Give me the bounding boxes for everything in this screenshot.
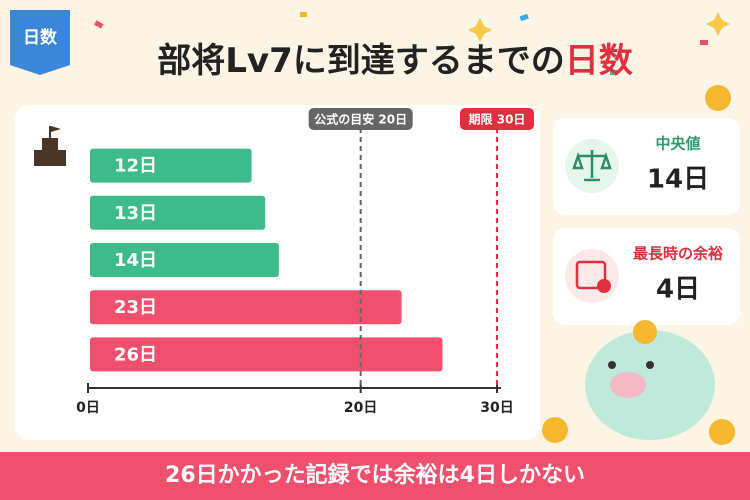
card-value: 4日 — [656, 275, 700, 305]
card-value: 14日 — [647, 165, 709, 195]
title-highlight: 日数 — [565, 41, 633, 81]
bar-value-label: 14日 — [114, 250, 157, 271]
badge-shape — [10, 10, 70, 75]
reference-label-box — [460, 108, 534, 130]
x-tick-label: 20日 — [344, 400, 377, 416]
bar — [90, 148, 252, 183]
x-tick-label: 0日 — [76, 400, 100, 416]
card-label: 中央値 — [655, 135, 700, 153]
reference-label-box — [308, 108, 413, 130]
chart-title: 部将Lv7に到達するまでの日数 — [157, 41, 633, 81]
calendar-icon-bg — [565, 249, 619, 303]
reference-label: 公式の目安 20日 — [314, 112, 407, 127]
card-label: 最長時の余裕 — [633, 245, 723, 263]
bar-value-label: 12日 — [114, 156, 157, 177]
bar — [90, 243, 279, 277]
bar — [90, 337, 443, 372]
footer-text: 26日かかった記録では余裕は4日しかない — [165, 462, 585, 488]
footer-band — [0, 452, 750, 500]
calendar-icon — [575, 260, 607, 290]
title-main: 部将Lv7に到達するまでの — [157, 41, 565, 81]
confetti — [94, 12, 730, 75]
check-icon — [597, 279, 611, 293]
bar-value-label: 23日 — [114, 297, 157, 318]
bar — [90, 290, 402, 325]
bar — [90, 195, 266, 230]
badge-text: 日数 — [23, 27, 58, 48]
pig-mascot — [542, 85, 735, 445]
x-tick-label: 30日 — [480, 400, 513, 416]
scale-icon — [572, 150, 612, 182]
bar-value-label: 26日 — [114, 344, 157, 365]
castle-icon — [34, 126, 66, 166]
bar-value-label: 13日 — [114, 203, 157, 224]
reference-label: 期限 30日 — [469, 112, 526, 127]
